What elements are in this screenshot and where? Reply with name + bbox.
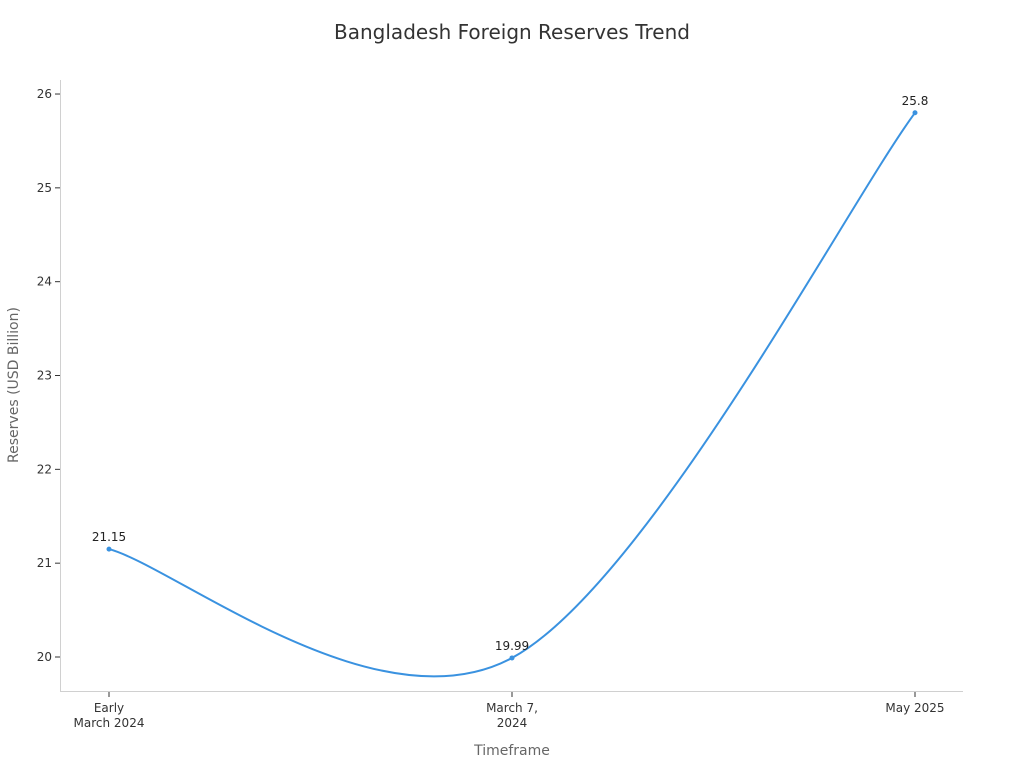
y-tick-label: 20 bbox=[37, 650, 52, 664]
y-tick-label: 25 bbox=[37, 181, 52, 195]
data-point bbox=[106, 546, 112, 552]
y-tick-label: 23 bbox=[37, 369, 52, 383]
data-point bbox=[912, 110, 918, 116]
x-tick-label: May 2025 bbox=[885, 701, 944, 715]
data-points: 21.15 19.99 25.8 bbox=[92, 94, 929, 661]
chart-title: Bangladesh Foreign Reserves Trend bbox=[334, 20, 690, 44]
data-label: 25.8 bbox=[902, 94, 929, 108]
x-tick-label: March 2024 bbox=[74, 716, 145, 730]
y-tick-label: 22 bbox=[37, 462, 52, 476]
data-label: 21.15 bbox=[92, 530, 126, 544]
y-axis-title: Reserves (USD Billion) bbox=[6, 307, 22, 463]
x-tick-label: 2024 bbox=[497, 716, 528, 730]
data-point bbox=[509, 655, 515, 661]
y-tick-label: 26 bbox=[37, 87, 52, 101]
y-tick-label: 24 bbox=[37, 275, 52, 289]
y-axis-ticks: 20 21 22 23 24 25 26 bbox=[37, 87, 60, 664]
x-tick-label: March 7, bbox=[486, 701, 538, 715]
data-label: 19.99 bbox=[495, 639, 529, 653]
x-axis-title: Timeframe bbox=[473, 743, 550, 759]
y-tick-label: 21 bbox=[37, 556, 52, 570]
x-tick-label: Early bbox=[94, 701, 124, 715]
series-line-reserves bbox=[108, 112, 916, 678]
